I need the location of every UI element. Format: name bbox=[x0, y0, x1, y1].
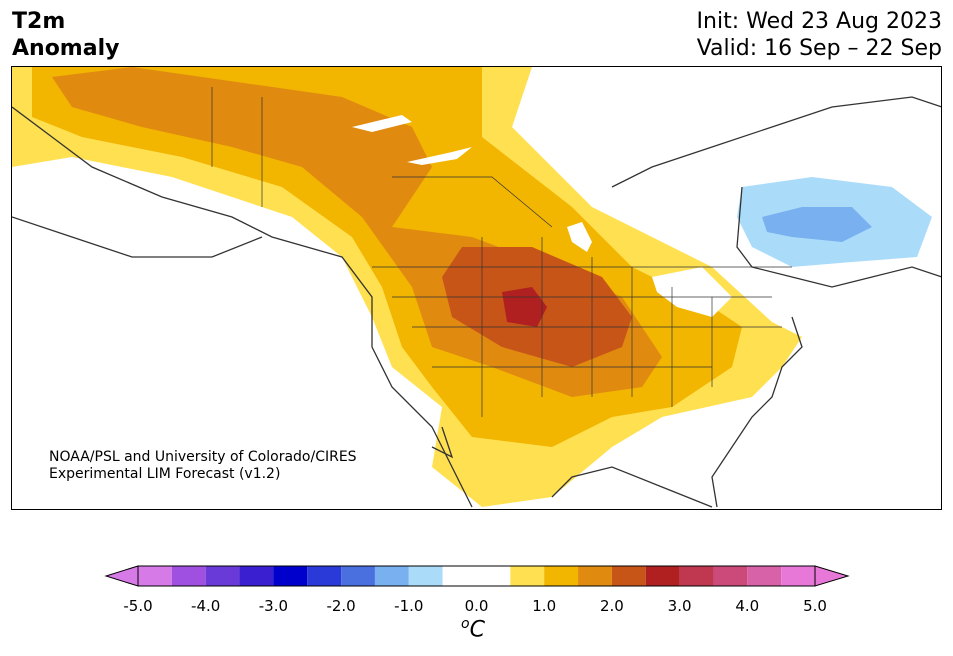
colorbar-bin bbox=[781, 566, 815, 586]
colorbar-bin bbox=[239, 566, 274, 586]
colorbar-tick-label: -3.0 bbox=[258, 597, 289, 615]
colorbar-tick-label: -5.0 bbox=[123, 597, 153, 615]
colorbar-tick-label: 0.0 bbox=[464, 597, 489, 615]
valid-date: Valid: 16 Sep – 22 Sep bbox=[696, 36, 942, 61]
init-date: Init: Wed 23 Aug 2023 bbox=[696, 9, 942, 34]
colorbar-bin bbox=[374, 566, 409, 586]
anomaly-label: Anomaly bbox=[12, 36, 120, 61]
colorbar-bin bbox=[510, 566, 545, 586]
colorbar bbox=[104, 565, 850, 587]
colorbar-bin bbox=[273, 566, 308, 586]
colorbar-bins bbox=[138, 566, 815, 586]
colorbar-tick-label: -4.0 bbox=[191, 597, 221, 615]
coastline bbox=[12, 96, 941, 508]
unit-symbol: C bbox=[469, 617, 485, 643]
credit-text: NOAA/PSL and University of Colorado/CIRE… bbox=[49, 449, 357, 483]
credit-line-2: Experimental LIM Forecast (v1.2) bbox=[49, 466, 281, 482]
colorbar-tick-label: -2.0 bbox=[326, 597, 356, 615]
colorbar-bin bbox=[307, 566, 342, 586]
state-borders bbox=[211, 87, 792, 417]
colorbar-bin bbox=[442, 566, 511, 586]
colorbar-tick-label: -1.0 bbox=[394, 597, 424, 615]
colorbar-bin bbox=[205, 566, 240, 586]
colorbar-bin bbox=[408, 566, 443, 586]
variable-label: T2m bbox=[12, 9, 66, 34]
colorbar-tick-label: 4.0 bbox=[735, 597, 760, 615]
colorbar-bin bbox=[171, 566, 206, 586]
colorbar-bin bbox=[713, 566, 748, 586]
colorbar-unit: oC bbox=[461, 616, 485, 642]
colorbar-tick-label: 3.0 bbox=[667, 597, 692, 615]
anomaly-map bbox=[11, 66, 942, 510]
lake-winnipeg bbox=[567, 222, 592, 252]
colorbar-bin bbox=[138, 566, 172, 586]
map-title: T2m Anomaly bbox=[12, 8, 119, 62]
colorbar-tick-label: 5.0 bbox=[803, 597, 827, 615]
colorbar-tick-label: 1.0 bbox=[532, 597, 557, 615]
colorbar-tick-label: 2.0 bbox=[599, 597, 624, 615]
credit-line-1: NOAA/PSL and University of Colorado/CIRE… bbox=[49, 449, 357, 465]
colorbar-bin bbox=[578, 566, 612, 586]
forecast-dates: Init: Wed 23 Aug 2023 Valid: 16 Sep – 22… bbox=[697, 8, 942, 62]
colorbar-bin bbox=[341, 566, 375, 586]
unit-superscript: o bbox=[461, 616, 470, 632]
cool-band-inner bbox=[762, 207, 872, 242]
colorbar-bin bbox=[679, 566, 714, 586]
colorbar-extend-min bbox=[104, 565, 139, 587]
colorbar-bin bbox=[544, 566, 579, 586]
colorbar-bin bbox=[645, 566, 680, 586]
colorbar-frame bbox=[137, 565, 816, 587]
colorbar-extend-max bbox=[814, 565, 850, 587]
colorbar-bin bbox=[747, 566, 782, 586]
map-canvas bbox=[12, 67, 941, 508]
lake-athabasca bbox=[352, 115, 412, 132]
lake-great-slave bbox=[407, 147, 472, 165]
colorbar-bin bbox=[611, 566, 646, 586]
